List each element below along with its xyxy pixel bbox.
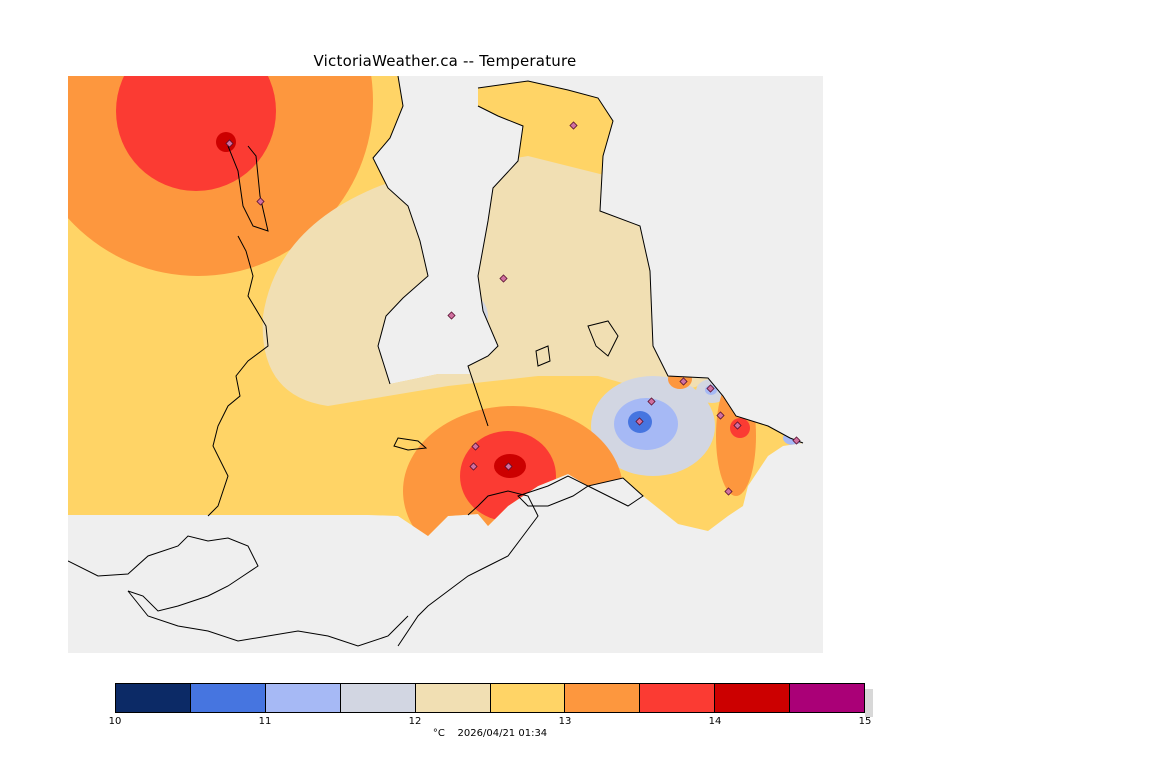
colorbar-ticks: 10 11 12 13 14 15 (109, 716, 872, 730)
colorbar-shadow (865, 689, 873, 717)
colorbar-segment (640, 684, 716, 712)
station-marker[interactable] (469, 462, 478, 471)
map-timestamp: 2026/04/21 01:34 (457, 728, 548, 739)
station-marker[interactable] (716, 411, 725, 420)
colorbar-segment (340, 684, 416, 712)
station-marker[interactable] (635, 417, 644, 426)
station-marker[interactable] (504, 462, 513, 471)
station-marker[interactable] (225, 139, 234, 148)
station-marker[interactable] (733, 421, 742, 430)
colorbar-tick-label: 13 (558, 716, 572, 727)
colorbar-segment (116, 684, 191, 712)
colorbar-segment (265, 684, 341, 712)
colorbar-segment (715, 684, 791, 712)
station-marker[interactable] (256, 197, 265, 206)
colorbar-segment (415, 684, 491, 712)
station-marker[interactable] (569, 121, 578, 130)
station-marker[interactable] (724, 487, 733, 496)
colorbar-segment (190, 684, 266, 712)
colorbar-tick-label: 15 (858, 716, 872, 727)
station-marker[interactable] (447, 311, 456, 320)
station-marker[interactable] (499, 274, 508, 283)
colorbar-tick-label: 11 (258, 716, 272, 727)
colorbar-segment (490, 684, 566, 712)
colorbar-tick-label: 14 (708, 716, 722, 727)
station-marker[interactable] (471, 442, 480, 451)
temperature-map[interactable] (68, 76, 823, 653)
colorbar-segment (565, 684, 641, 712)
station-marker[interactable] (792, 436, 801, 445)
station-markers (225, 121, 801, 496)
colorbar-tick-label: 10 (108, 716, 122, 727)
temperature-unit: °C (432, 728, 445, 739)
map-footer: °C 2026/04/21 01:34 (0, 728, 980, 739)
station-marker[interactable] (647, 397, 656, 406)
colorbar-tick-label: 12 (408, 716, 422, 727)
station-marker[interactable] (706, 384, 715, 393)
colorbar-segment (790, 684, 865, 712)
temperature-colorbar (115, 683, 865, 713)
map-title: VictoriaWeather.ca -- Temperature (313, 52, 577, 70)
station-marker[interactable] (679, 377, 688, 386)
